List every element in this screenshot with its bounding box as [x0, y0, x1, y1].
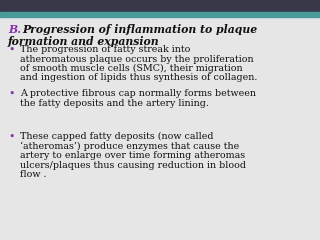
Text: artery to enlarge over time forming atheromas: artery to enlarge over time forming athe…	[20, 151, 245, 160]
Text: Progression of inflammation to plaque: Progression of inflammation to plaque	[22, 24, 257, 35]
Text: flow .: flow .	[20, 170, 46, 179]
Bar	[0, 12, 320, 17]
Text: the fatty deposits and the artery lining.: the fatty deposits and the artery lining…	[20, 98, 209, 108]
Text: of smooth muscle cells (SMC), their migration: of smooth muscle cells (SMC), their migr…	[20, 64, 243, 73]
Text: •: •	[8, 45, 14, 55]
Text: B.: B.	[8, 24, 25, 35]
Text: ‘atheromas’) produce enzymes that cause the: ‘atheromas’) produce enzymes that cause …	[20, 142, 239, 151]
Text: These capped fatty deposits (now called: These capped fatty deposits (now called	[20, 132, 213, 141]
Bar	[0, 0, 320, 12]
Text: atheromatous plaque occurs by the proliferation: atheromatous plaque occurs by the prolif…	[20, 54, 254, 64]
Text: formation and expansion: formation and expansion	[8, 36, 160, 47]
Text: •: •	[8, 89, 14, 99]
Text: The progression of fatty streak into: The progression of fatty streak into	[20, 45, 190, 54]
Text: •: •	[8, 132, 14, 142]
Text: and ingestion of lipids thus synthesis of collagen.: and ingestion of lipids thus synthesis o…	[20, 73, 257, 83]
Text: ulcers/plaques thus causing reduction in blood: ulcers/plaques thus causing reduction in…	[20, 161, 246, 169]
Text: A protective fibrous cap normally forms between: A protective fibrous cap normally forms …	[20, 89, 256, 98]
